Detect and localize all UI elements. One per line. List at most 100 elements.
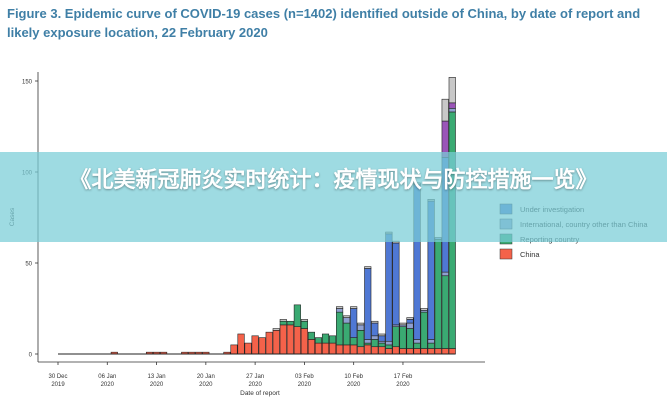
bar-segment-international bbox=[357, 324, 365, 331]
bar-segment-investigation bbox=[371, 322, 379, 337]
bar-segment-china bbox=[329, 342, 337, 355]
overlay-banner bbox=[0, 152, 667, 242]
bar-segment-china bbox=[357, 346, 365, 355]
bar-segment-reporting bbox=[357, 330, 365, 348]
bar-segment-grey bbox=[343, 315, 351, 318]
bar-segment-china bbox=[420, 348, 428, 355]
bar-segment-reporting bbox=[420, 311, 428, 349]
bar-segment-reporting bbox=[434, 239, 442, 349]
bar-segment-investigation bbox=[378, 335, 386, 342]
bar-segment-reporting bbox=[329, 335, 337, 344]
x-tick-label-year: 2020 bbox=[248, 382, 262, 388]
bar-segment-purple bbox=[448, 102, 456, 109]
bar-segment-china bbox=[321, 342, 330, 355]
y-tick-label: 150 bbox=[22, 80, 33, 86]
bar-segment-investigation bbox=[406, 319, 414, 324]
bar-segment-international bbox=[371, 335, 379, 340]
bar-segment-international bbox=[448, 108, 456, 113]
bar-segment-grey bbox=[272, 328, 280, 331]
bar-segment-reporting bbox=[350, 337, 358, 346]
bar-segment-china bbox=[251, 335, 259, 355]
bar-segment-china bbox=[230, 344, 238, 355]
bar-segment-china bbox=[364, 344, 372, 355]
x-tick-label-year: 2020 bbox=[298, 382, 312, 388]
bar-segment-international bbox=[336, 308, 344, 313]
bar-segment-reporting bbox=[392, 326, 400, 348]
y-tick-label: 0 bbox=[29, 353, 33, 359]
bar-segment-china bbox=[343, 344, 351, 355]
bar-segment-investigation bbox=[385, 233, 393, 342]
bar-segment-grey bbox=[350, 306, 358, 309]
bar-segment-grey bbox=[357, 322, 365, 326]
bar-segment-international bbox=[427, 339, 435, 344]
bar-segment-reporting bbox=[293, 304, 301, 327]
bar-segment-reporting bbox=[307, 331, 315, 340]
bar-segment-china bbox=[300, 328, 308, 355]
bar-segment-grey bbox=[279, 319, 287, 322]
bar-segment-china bbox=[399, 348, 407, 355]
bar-segment-china bbox=[392, 346, 400, 355]
bar-segment-china bbox=[448, 348, 456, 355]
bar-segment-investigation bbox=[364, 268, 372, 340]
legend-swatch bbox=[499, 248, 513, 260]
bar-segment-investigation bbox=[392, 242, 400, 326]
bar-segment-china bbox=[265, 331, 273, 355]
bar-segment-international bbox=[413, 339, 421, 344]
x-tick-label-year: 2020 bbox=[347, 382, 361, 388]
bar-segment-china bbox=[293, 326, 301, 355]
bar-segment-grey bbox=[441, 98, 449, 122]
bar-segment-reporting bbox=[279, 320, 287, 326]
bar-segment-china bbox=[272, 330, 280, 355]
bar-segment-china bbox=[279, 324, 287, 355]
bar-segment-grey bbox=[364, 266, 372, 269]
bar-segment-international bbox=[343, 317, 351, 324]
bar-segment-investigation bbox=[350, 308, 358, 338]
figure-title: Figure 3. Epidemic curve of COVID-19 cas… bbox=[7, 6, 641, 40]
x-tick-label-year: 2020 bbox=[150, 382, 164, 388]
x-tick-label: 13 Jan bbox=[148, 374, 166, 380]
bar-segment-international bbox=[385, 340, 393, 346]
bar-segment-china bbox=[413, 348, 421, 355]
bar-segment-china bbox=[378, 346, 386, 355]
bar-segment-reporting bbox=[406, 328, 414, 349]
legend-label: China bbox=[520, 250, 540, 259]
bar-segment-china bbox=[406, 348, 414, 355]
bar-segment-international bbox=[441, 271, 449, 277]
y-tick-label: 50 bbox=[25, 262, 32, 268]
x-tick-label-year: 2020 bbox=[101, 382, 115, 388]
x-tick-label-year: 2019 bbox=[51, 382, 65, 388]
bar-segment-china bbox=[244, 342, 252, 355]
bar-segment-reporting bbox=[300, 320, 308, 329]
bar-segment-reporting bbox=[314, 337, 323, 344]
bar-segment-china bbox=[350, 344, 358, 355]
bar-segment-reporting bbox=[286, 320, 294, 326]
bar-segment-grey bbox=[448, 77, 456, 104]
bar-segment-reporting bbox=[427, 342, 435, 349]
bar-segment-reporting bbox=[336, 311, 344, 346]
bar-segment-china bbox=[441, 348, 449, 355]
bar-segment-reporting bbox=[371, 339, 379, 348]
x-axis-label: Date of report bbox=[240, 390, 280, 397]
bar-segment-grey bbox=[406, 317, 414, 320]
bar-segment-china bbox=[237, 333, 245, 355]
x-tick-label: 27 Jan bbox=[246, 374, 264, 380]
x-tick-label-year: 2020 bbox=[199, 382, 213, 388]
bar-segment-china bbox=[427, 348, 435, 355]
bar-segment-reporting bbox=[413, 342, 421, 349]
x-tick-label: 20 Jan bbox=[197, 374, 215, 380]
bar-segment-grey bbox=[420, 308, 428, 311]
overlay-banner-text: 《北美新冠肺炎实时统计：疫情现状与防控措施一览》 bbox=[69, 167, 598, 192]
bar-segment-china bbox=[258, 337, 266, 355]
bar-segment-reporting bbox=[399, 326, 407, 349]
bar-segment-reporting bbox=[378, 342, 386, 348]
bars-layer bbox=[110, 77, 456, 355]
x-tick-label-year: 2020 bbox=[396, 382, 410, 388]
bar-segment-grey bbox=[300, 319, 308, 322]
x-tick-label: 03 Feb bbox=[295, 374, 314, 380]
bar-segment-reporting bbox=[343, 322, 351, 346]
bar-segment-china bbox=[336, 344, 344, 355]
bar-segment-international bbox=[364, 339, 372, 344]
bar-segment-grey bbox=[336, 306, 344, 309]
bar-segment-china bbox=[434, 348, 442, 355]
bar-segment-china bbox=[371, 346, 379, 355]
